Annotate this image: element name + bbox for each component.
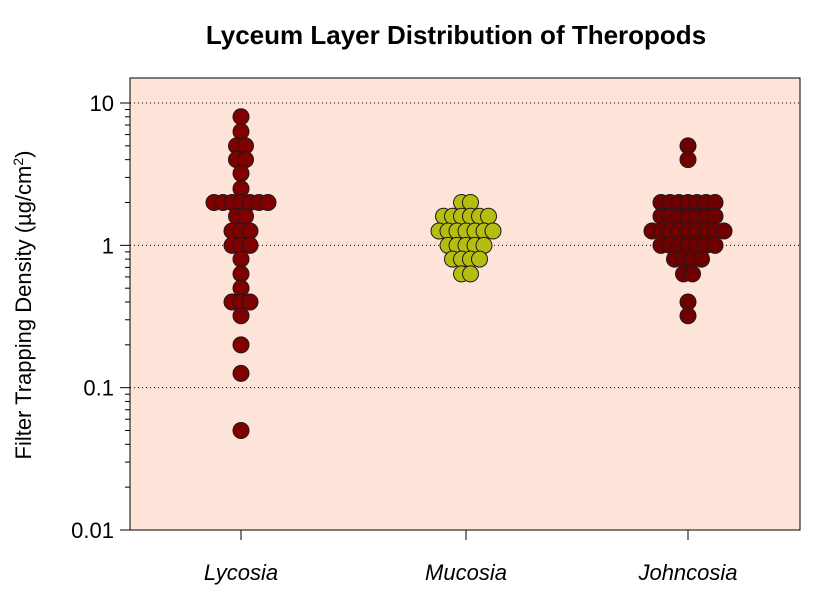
- chart-title: Lyceum Layer Distribution of Theropods: [206, 20, 706, 50]
- data-point-mucosia: [471, 250, 488, 268]
- data-point-mucosia: [480, 207, 497, 225]
- data-point-lycosia: [232, 307, 250, 325]
- data-point-lycosia: [241, 236, 259, 254]
- data-point-lycosia: [232, 123, 250, 141]
- y-axis-label-main: Filter Trapping Density (: [11, 225, 36, 459]
- data-point-lycosia: [232, 422, 250, 440]
- y-axis-label: Filter Trapping Density (µg/cm2): [10, 150, 36, 459]
- x-tick-label: Lycosia: [204, 560, 278, 585]
- data-point-lycosia: [232, 108, 250, 126]
- data-point-johncosia: [706, 236, 724, 254]
- data-point-lycosia: [241, 293, 259, 311]
- data-point-johncosia: [693, 250, 710, 268]
- data-point-mucosia: [484, 222, 502, 240]
- y-axis-label-unit-sup: 2: [10, 158, 26, 166]
- data-point-lycosia: [237, 207, 254, 225]
- data-point-lycosia: [232, 265, 250, 283]
- data-point-lycosia: [232, 250, 250, 268]
- y-axis: 0.01 0.1 1 10: [71, 91, 130, 543]
- data-point-mucosia: [462, 265, 479, 283]
- x-tick-label: Johncosia: [637, 560, 737, 585]
- data-point-johncosia: [706, 207, 724, 225]
- y-axis-label-unit: µg/cm: [11, 166, 36, 226]
- data-point-lycosia: [232, 364, 250, 382]
- x-axis: Lycosia Mucosia Johncosia: [204, 530, 738, 585]
- data-point-lycosia: [259, 193, 277, 211]
- y-tick-label: 10: [90, 91, 114, 116]
- y-tick-label: 0.01: [71, 518, 114, 543]
- data-points: [205, 108, 733, 440]
- y-tick-label: 1: [102, 233, 114, 258]
- data-point-lycosia: [232, 164, 250, 182]
- y-axis-label-close: ): [11, 150, 36, 157]
- data-point-lycosia: [232, 336, 250, 354]
- data-point-johncosia: [684, 265, 701, 283]
- x-tick-label: Mucosia: [425, 560, 507, 585]
- data-point-johncosia: [715, 222, 733, 240]
- y-tick-label: 0.1: [83, 376, 114, 401]
- data-point-lycosia: [241, 222, 259, 240]
- data-point-johncosia: [679, 151, 697, 169]
- data-point-johncosia: [679, 307, 697, 325]
